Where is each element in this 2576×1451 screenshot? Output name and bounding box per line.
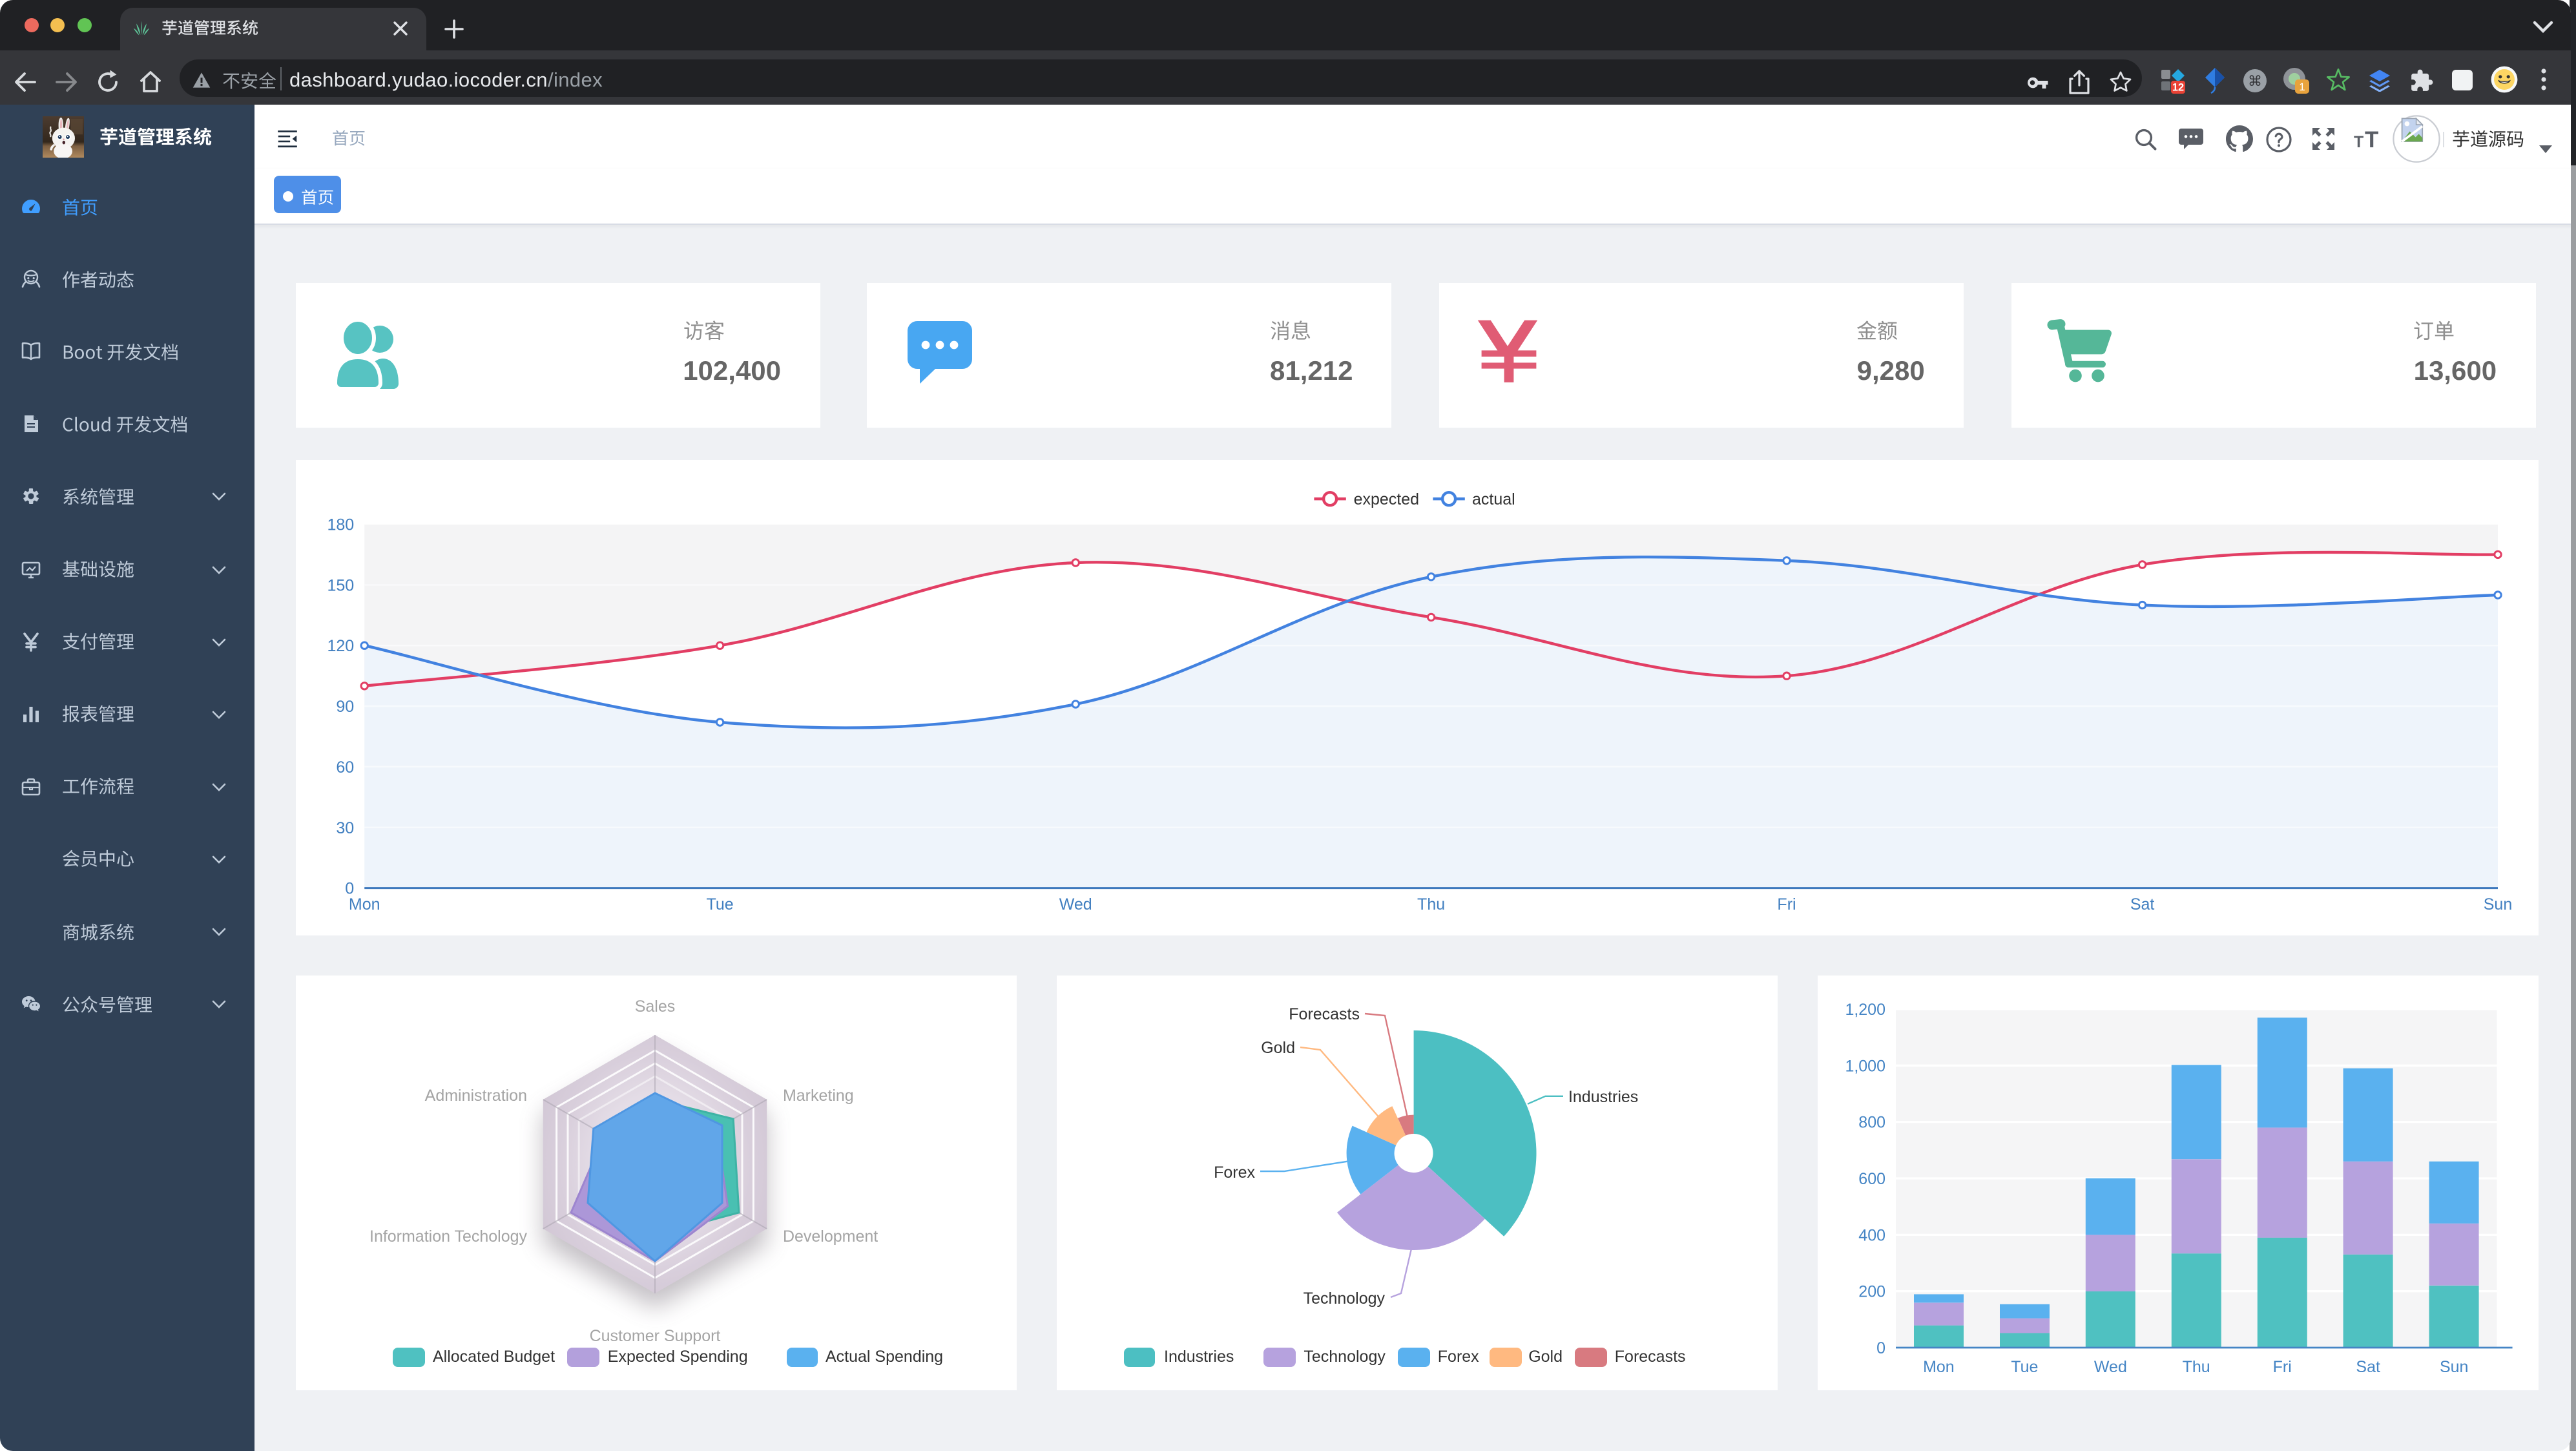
svg-text:Sat: Sat xyxy=(2356,1358,2380,1376)
svg-text:60: 60 xyxy=(335,758,353,776)
svg-text:Sat: Sat xyxy=(2130,895,2154,913)
svg-text:Information Techology: Information Techology xyxy=(369,1227,526,1246)
svg-text:Forecasts: Forecasts xyxy=(1289,1005,1360,1023)
svg-text:120: 120 xyxy=(326,636,353,654)
svg-text:Thu: Thu xyxy=(2182,1358,2210,1376)
svg-text:Sun: Sun xyxy=(2440,1358,2468,1376)
svg-text:1: 1 xyxy=(2299,81,2305,93)
svg-text:Administration: Administration xyxy=(424,1087,526,1105)
svg-text:T: T xyxy=(2365,128,2378,150)
svg-text:Mon: Mon xyxy=(1923,1358,1955,1376)
svg-text:Tue: Tue xyxy=(706,895,733,913)
svg-text:actual: actual xyxy=(1471,490,1515,508)
svg-text:Customer Support: Customer Support xyxy=(589,1327,720,1345)
svg-text:400: 400 xyxy=(1858,1226,1885,1244)
svg-text:30: 30 xyxy=(335,819,353,837)
svg-text:0: 0 xyxy=(1876,1339,1885,1357)
svg-text:Sun: Sun xyxy=(2483,895,2511,913)
svg-text:Thu: Thu xyxy=(1417,895,1444,913)
svg-text:Mon: Mon xyxy=(348,895,380,913)
svg-text:Sales: Sales xyxy=(634,997,675,1016)
svg-text:Wed: Wed xyxy=(2094,1358,2127,1376)
svg-text:Tue: Tue xyxy=(2011,1358,2038,1376)
svg-text:800: 800 xyxy=(1858,1114,1885,1132)
svg-text:Marketing: Marketing xyxy=(782,1087,853,1105)
svg-text:1,000: 1,000 xyxy=(1845,1057,1885,1075)
svg-text:expected: expected xyxy=(1353,490,1418,508)
svg-text:180: 180 xyxy=(326,515,353,533)
svg-text:1,200: 1,200 xyxy=(1845,1001,1885,1019)
svg-text:Wed: Wed xyxy=(1059,895,1092,913)
svg-text:Gold: Gold xyxy=(1261,1039,1295,1057)
svg-text:T: T xyxy=(2354,133,2363,150)
svg-text:Forex: Forex xyxy=(1213,1164,1254,1182)
svg-text:Industries: Industries xyxy=(1568,1088,1637,1106)
svg-text:150: 150 xyxy=(326,576,353,594)
svg-text:Fri: Fri xyxy=(2272,1358,2291,1376)
svg-text:200: 200 xyxy=(1858,1283,1885,1301)
svg-text:90: 90 xyxy=(335,697,353,715)
svg-text:Fri: Fri xyxy=(1776,895,1795,913)
svg-text:Technology: Technology xyxy=(1303,1289,1385,1308)
svg-text:⌘: ⌘ xyxy=(2248,73,2262,89)
svg-text:Development: Development xyxy=(782,1227,877,1246)
svg-text:600: 600 xyxy=(1858,1170,1885,1188)
svg-text:12: 12 xyxy=(2172,82,2184,94)
svg-text:0: 0 xyxy=(344,879,353,897)
